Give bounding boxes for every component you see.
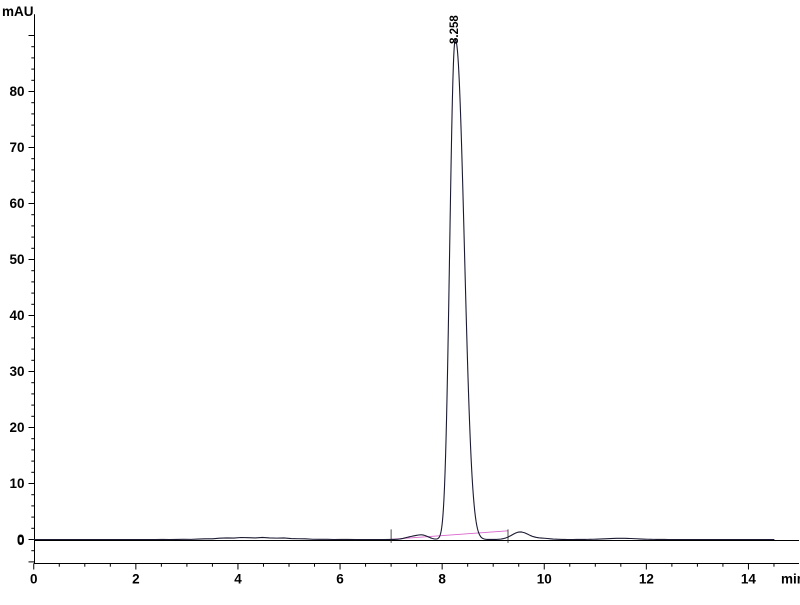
svg-text:40: 40 [9,308,24,323]
svg-text:8.258: 8.258 [449,15,461,44]
svg-text:14: 14 [741,572,757,587]
svg-text:0: 0 [30,572,38,587]
svg-text:20: 20 [9,420,24,435]
svg-text:50: 50 [9,252,24,267]
svg-text:80: 80 [9,84,24,99]
svg-text:60: 60 [9,196,24,211]
svg-text:10: 10 [537,572,552,587]
svg-text:12: 12 [639,572,654,587]
svg-text:10: 10 [9,476,24,491]
svg-text:8: 8 [438,572,446,587]
svg-text:4: 4 [234,572,242,587]
svg-text:2: 2 [132,572,140,587]
svg-text:mAU: mAU [2,4,34,19]
svg-text:6: 6 [336,572,344,587]
svg-text:min: min [781,572,800,587]
svg-text:0: 0 [17,533,25,548]
svg-text:70: 70 [9,140,24,155]
svg-text:30: 30 [9,364,24,379]
